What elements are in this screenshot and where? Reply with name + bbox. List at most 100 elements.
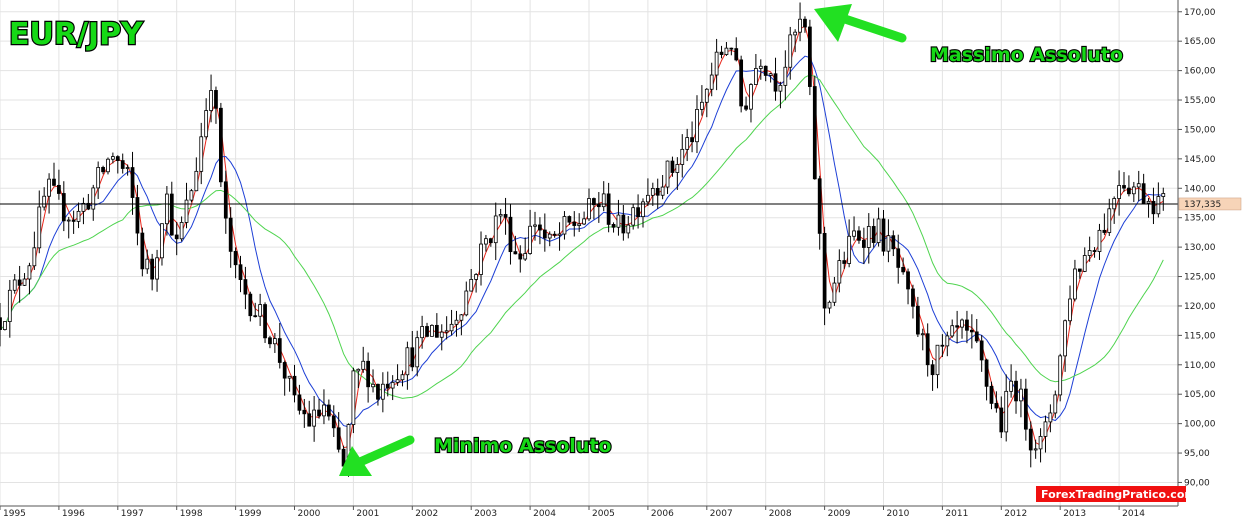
candle-body [101, 167, 105, 173]
candle-body [0, 317, 2, 330]
candle-body [886, 235, 891, 252]
candle-body [194, 170, 199, 192]
candle-body [925, 333, 930, 366]
candle-body [150, 258, 155, 280]
price-tag: 137,335 [1178, 197, 1242, 211]
candle-body [1161, 193, 1166, 197]
candle-body [174, 234, 179, 240]
candle-body [974, 331, 979, 342]
y-tick-label: 135,00 [1184, 214, 1216, 224]
candle-body [621, 214, 626, 234]
candle-body [773, 73, 778, 92]
candle-body [1151, 200, 1156, 215]
candle-body [312, 409, 317, 427]
candle-body [1038, 435, 1043, 450]
candle-body [704, 88, 709, 103]
candle-body [1127, 187, 1131, 195]
candle-body [542, 229, 547, 239]
candle-body [140, 232, 145, 270]
arrow-top-shaft [837, 13, 907, 43]
candle-body [616, 214, 621, 228]
candle-body [1048, 412, 1053, 423]
candle-body [714, 51, 719, 76]
candle-body [700, 101, 704, 110]
candle-body [950, 325, 955, 337]
y-tick-label: 115,00 [1184, 331, 1216, 341]
candle-body [287, 375, 292, 379]
candle-body [960, 319, 964, 328]
x-tick-label: 2009 [828, 509, 851, 518]
candle-body [498, 214, 503, 217]
candle-body [27, 265, 32, 280]
candle-body [626, 224, 631, 234]
candle-body [76, 210, 81, 222]
candle-body [484, 238, 488, 245]
candle-body [1014, 380, 1018, 402]
candle-body [670, 160, 675, 173]
candle-body [351, 370, 356, 425]
candle-body [258, 304, 263, 317]
candle-body [911, 288, 915, 307]
y-tick-label: 120,00 [1184, 302, 1216, 312]
candle-body [842, 260, 847, 264]
candle-body [302, 409, 307, 415]
candle-body [425, 326, 429, 337]
x-tick-label: 1999 [239, 509, 262, 518]
x-tick-label: 2002 [415, 509, 438, 518]
candle-body [356, 368, 361, 372]
candle-body [439, 331, 444, 338]
candle-body [219, 107, 223, 183]
moving-average-line [0, 55, 1164, 428]
candle-body [798, 18, 802, 33]
candle-body [1107, 208, 1112, 233]
candle-body [493, 215, 498, 244]
candle-body [935, 344, 940, 376]
credit-box [1036, 486, 1186, 502]
candle-body [474, 274, 478, 280]
candle-body [503, 214, 508, 218]
candle-body [631, 207, 636, 226]
moving-averages [0, 25, 1164, 449]
x-tick-label: 1997 [121, 509, 144, 518]
candle-body [739, 59, 744, 107]
candle-body [1082, 255, 1087, 272]
candle-body [891, 235, 896, 250]
candle-body [508, 216, 513, 253]
x-tick-label: 1996 [62, 509, 85, 518]
candle-body [901, 266, 906, 273]
candle-body [204, 110, 209, 138]
moving-average-line [0, 74, 1164, 399]
candle-body [587, 198, 591, 220]
candle-body [130, 167, 135, 198]
candle-body [680, 148, 685, 165]
candle-body [155, 257, 159, 280]
candle-body [827, 301, 832, 309]
candle-body [969, 329, 974, 333]
candle-body [783, 66, 788, 86]
candle-body [331, 415, 336, 429]
y-axis: 90,00 95,00 100,00 105,00 110,00 115,00 120,00… [1177, 0, 1216, 506]
candle-body [1063, 320, 1067, 357]
candle-body [125, 167, 130, 169]
candle-body [189, 190, 194, 201]
candle-body [611, 224, 616, 228]
candle-body [145, 258, 150, 270]
candle-body [434, 324, 439, 338]
candle-body [955, 325, 959, 328]
candle-body [420, 326, 424, 339]
x-axis: 1995 1996 1997 1998 1999 2000 2001 2002 2003 2004… [0, 505, 1178, 518]
candle-body [400, 374, 405, 381]
candle-body [272, 338, 277, 345]
candle-body [675, 164, 680, 173]
candle-body [17, 279, 22, 286]
candle-body [523, 253, 528, 260]
candle-body [1073, 268, 1077, 300]
x-tick-label: 2008 [769, 509, 792, 518]
candle-body [533, 224, 537, 227]
y-tick-label: 150,00 [1184, 125, 1216, 135]
candle-body [817, 178, 822, 234]
candle-body [847, 235, 852, 264]
chart-title: EUR/JPY [9, 17, 144, 52]
candle-body [47, 178, 51, 197]
